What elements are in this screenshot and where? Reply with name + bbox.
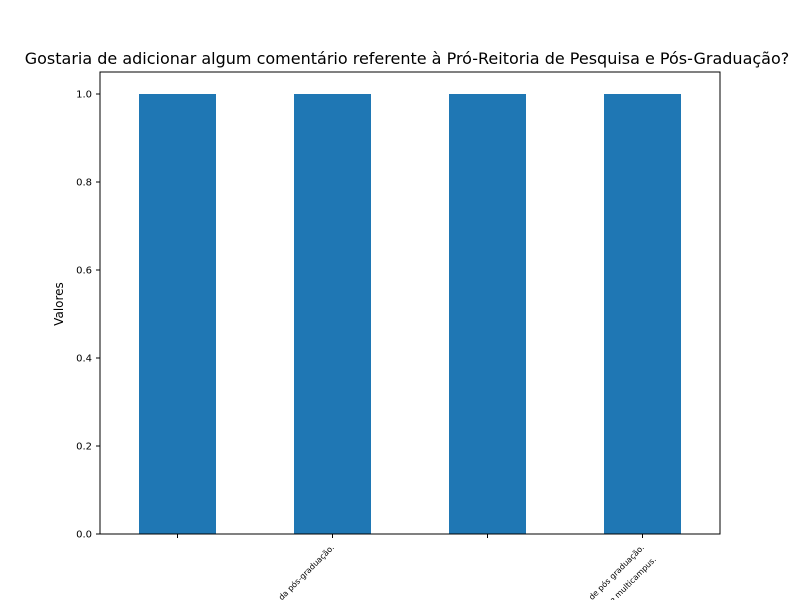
bar (139, 94, 216, 534)
plot-frame (99, 71, 721, 535)
bar (449, 94, 526, 534)
y-tick-label: 0.6 (76, 266, 92, 277)
bar (604, 94, 681, 534)
x-tick-label: da pós-graduação. (276, 542, 336, 600)
y-axis-label: Valores (52, 282, 66, 326)
y-tick-label: 0.2 (76, 442, 92, 453)
plot-area: 0.00.20.40.60.81.0da pós-graduação. de pó… (76, 71, 721, 605)
chart-title: Gostaria de adicionar algum comentário r… (25, 49, 790, 68)
y-tick-label: 0.0 (76, 530, 92, 541)
y-tick-label: 0.8 (76, 178, 92, 189)
y-tick-label: 1.0 (76, 90, 92, 101)
bar (294, 94, 371, 534)
y-tick-label: 0.4 (76, 354, 92, 365)
